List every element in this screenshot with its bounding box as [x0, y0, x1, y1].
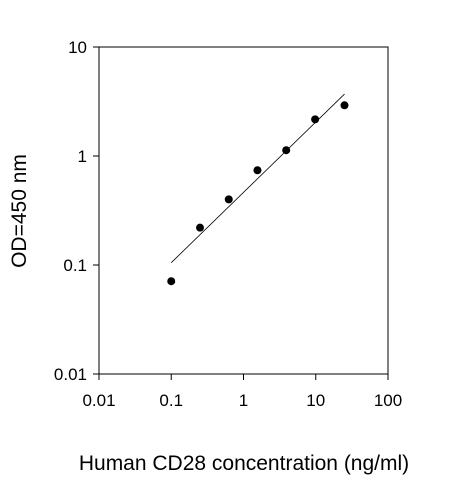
data-points — [167, 101, 349, 286]
data-point — [196, 223, 205, 232]
x-tick-label: 0.1 — [159, 391, 183, 410]
x-tick-label: 0.01 — [82, 391, 115, 410]
data-point — [282, 146, 291, 155]
x-axis-ticks: 0.01 0.1 1 10 100 — [82, 374, 402, 410]
data-point — [224, 195, 233, 204]
y-axis-title: OD=450 nm — [8, 154, 31, 268]
y-tick-label: 1 — [78, 147, 87, 166]
y-tick-label: 0.01 — [54, 365, 87, 384]
y-tick-label: 10 — [68, 38, 87, 57]
data-point — [253, 166, 262, 175]
x-tick-label: 10 — [306, 391, 325, 410]
data-point — [167, 277, 176, 286]
x-tick-label: 1 — [239, 391, 248, 410]
x-axis-title: Human CD28 concentration (ng/ml) — [79, 452, 409, 475]
data-point — [340, 101, 349, 110]
y-tick-label: 0.1 — [63, 256, 87, 275]
data-point — [311, 115, 320, 124]
plot-frame — [98, 46, 389, 375]
y-axis-ticks: 0.01 0.1 1 10 — [54, 38, 99, 384]
x-tick-label: 100 — [374, 391, 402, 410]
